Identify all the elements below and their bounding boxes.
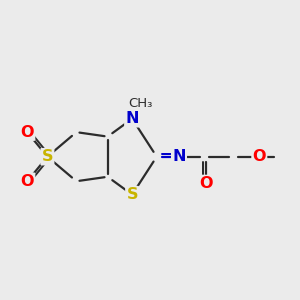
Text: S: S [42, 149, 53, 164]
Text: O: O [21, 174, 34, 189]
Text: S: S [126, 187, 138, 202]
Text: O: O [199, 176, 212, 191]
Text: N: N [125, 111, 139, 126]
Text: O: O [253, 149, 266, 164]
Text: N: N [172, 149, 186, 164]
Text: O: O [21, 125, 34, 140]
Text: CH₃: CH₃ [128, 97, 152, 110]
